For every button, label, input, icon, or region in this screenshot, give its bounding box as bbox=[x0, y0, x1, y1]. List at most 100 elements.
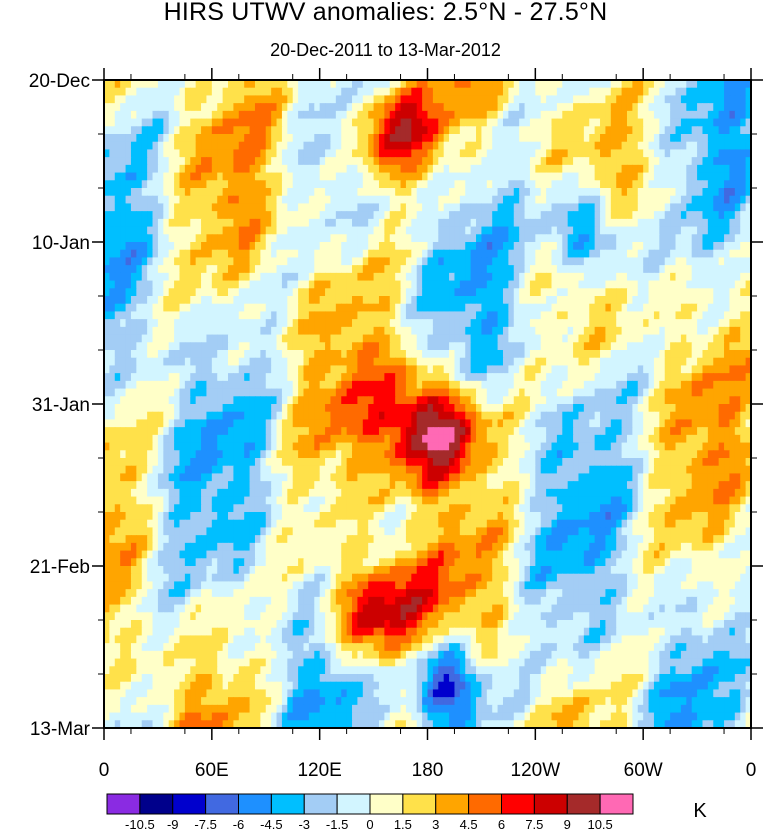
heatmap-cell bbox=[594, 134, 601, 143]
heatmap-cell bbox=[718, 188, 725, 197]
heatmap-cell bbox=[368, 357, 375, 367]
heatmap-cell bbox=[120, 134, 127, 143]
heatmap-cell bbox=[357, 226, 364, 235]
heatmap-cell bbox=[573, 188, 580, 197]
heatmap-cell bbox=[265, 326, 272, 336]
heatmap-cell bbox=[303, 272, 310, 282]
heatmap-cell bbox=[707, 280, 714, 289]
heatmap-cell bbox=[330, 110, 337, 120]
heatmap-cell bbox=[567, 373, 574, 382]
heatmap-cell bbox=[648, 334, 655, 343]
heatmap-cell bbox=[416, 95, 423, 104]
heatmap-cell bbox=[670, 126, 677, 135]
heatmap-cell bbox=[626, 195, 633, 205]
heatmap-cell bbox=[443, 242, 450, 251]
heatmap-cell bbox=[486, 188, 493, 197]
heatmap-cell bbox=[740, 319, 747, 328]
heatmap-cell bbox=[222, 118, 229, 127]
heatmap-cell bbox=[298, 126, 305, 135]
heatmap-cell bbox=[497, 172, 504, 181]
heatmap-cell bbox=[600, 303, 607, 313]
heatmap-cell bbox=[702, 80, 709, 89]
heatmap-cell bbox=[486, 365, 493, 374]
heatmap-cell bbox=[438, 303, 445, 313]
heatmap-cell bbox=[573, 319, 580, 328]
heatmap-cell bbox=[734, 296, 741, 305]
heatmap-cell bbox=[157, 265, 164, 274]
heatmap-cell bbox=[729, 188, 736, 197]
heatmap-cell bbox=[713, 388, 720, 397]
heatmap-cell bbox=[449, 110, 456, 120]
heatmap-cell bbox=[319, 280, 326, 289]
heatmap-cell bbox=[589, 242, 596, 251]
heatmap-cell bbox=[190, 365, 197, 374]
heatmap-cell bbox=[319, 164, 326, 174]
heatmap-cell bbox=[486, 396, 493, 405]
heatmap-cell bbox=[287, 126, 294, 135]
heatmap-cell bbox=[675, 257, 682, 266]
heatmap-cell bbox=[109, 272, 116, 282]
heatmap-cell bbox=[368, 396, 375, 405]
heatmap-cell bbox=[362, 280, 369, 289]
heatmap-cell bbox=[610, 380, 617, 390]
heatmap-cell bbox=[389, 303, 396, 313]
heatmap-cell bbox=[368, 134, 375, 143]
heatmap-cell bbox=[174, 303, 181, 313]
heatmap-cell bbox=[276, 218, 283, 228]
heatmap-cell bbox=[265, 388, 272, 397]
heatmap-cell bbox=[378, 157, 385, 166]
heatmap-cell bbox=[562, 195, 569, 205]
heatmap-cell bbox=[292, 334, 299, 343]
heatmap-cell bbox=[691, 149, 698, 158]
heatmap-cell bbox=[502, 141, 509, 151]
heatmap-cell bbox=[562, 164, 569, 174]
heatmap-cell bbox=[233, 319, 240, 328]
heatmap-cell bbox=[729, 203, 736, 212]
heatmap-cell bbox=[600, 334, 607, 343]
heatmap-cell bbox=[454, 280, 461, 289]
heatmap-cell bbox=[508, 249, 515, 259]
heatmap-cell bbox=[395, 326, 402, 336]
heatmap-cell bbox=[184, 226, 191, 235]
heatmap-cell bbox=[416, 350, 423, 359]
heatmap-cell bbox=[626, 180, 633, 189]
heatmap-cell bbox=[513, 110, 520, 120]
heatmap-cell bbox=[605, 272, 612, 282]
heatmap-cell bbox=[254, 180, 261, 189]
heatmap-cell bbox=[163, 203, 170, 212]
heatmap-cell bbox=[567, 118, 574, 127]
heatmap-cell bbox=[443, 350, 450, 359]
heatmap-cell bbox=[502, 172, 509, 181]
heatmap-cell bbox=[249, 334, 256, 343]
heatmap-cell bbox=[411, 257, 418, 266]
heatmap-cell bbox=[265, 157, 272, 166]
heatmap-cell bbox=[238, 319, 245, 328]
heatmap-cell bbox=[492, 188, 499, 197]
heatmap-cell bbox=[610, 103, 617, 112]
heatmap-cell bbox=[513, 265, 520, 274]
heatmap-cell bbox=[384, 211, 391, 220]
heatmap-cell bbox=[454, 373, 461, 382]
heatmap-cell bbox=[130, 311, 137, 320]
heatmap-cell bbox=[228, 211, 234, 220]
heatmap-cell bbox=[411, 311, 418, 320]
heatmap-cell bbox=[476, 103, 483, 112]
heatmap-cell bbox=[416, 126, 423, 135]
heatmap-cell bbox=[109, 226, 116, 235]
heatmap-cell bbox=[621, 280, 628, 289]
heatmap-cell bbox=[125, 87, 132, 97]
heatmap-cell bbox=[411, 218, 418, 228]
heatmap-cell bbox=[147, 134, 154, 143]
heatmap-cell bbox=[136, 396, 143, 405]
heatmap-cell bbox=[211, 118, 218, 127]
heatmap-cell bbox=[740, 311, 747, 320]
heatmap-cell bbox=[104, 234, 110, 243]
heatmap-cell bbox=[265, 357, 272, 367]
heatmap-cell bbox=[713, 203, 720, 212]
heatmap-cell bbox=[675, 272, 682, 282]
heatmap-cell bbox=[303, 218, 310, 228]
heatmap-cell bbox=[314, 95, 321, 104]
heatmap-cell bbox=[686, 380, 693, 390]
heatmap-cell bbox=[265, 195, 272, 205]
heatmap-cell bbox=[578, 257, 585, 266]
